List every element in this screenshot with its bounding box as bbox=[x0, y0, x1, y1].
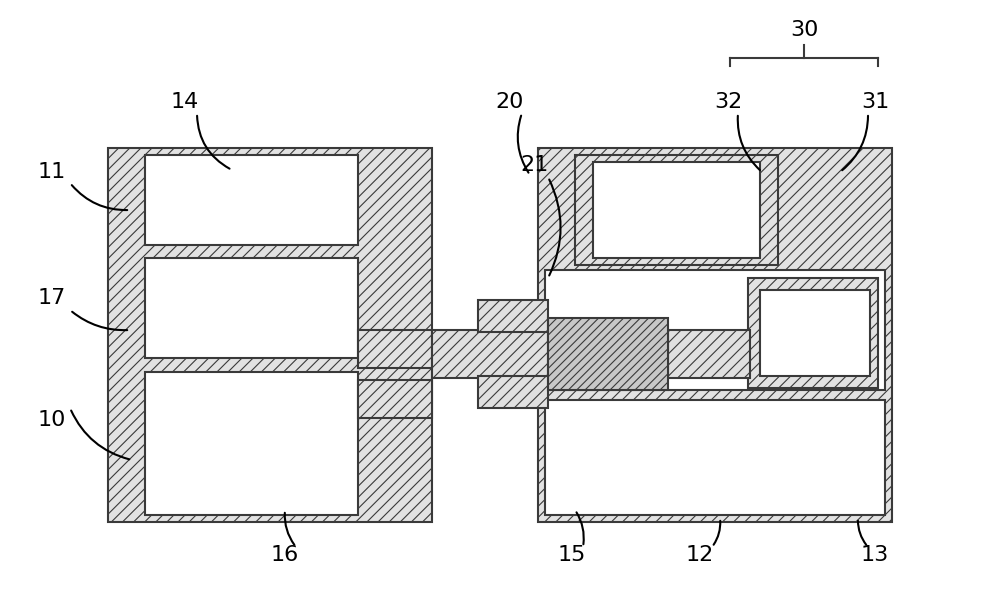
Bar bbox=[145, 372, 358, 515]
Text: 30: 30 bbox=[790, 20, 818, 40]
Text: 20: 20 bbox=[496, 92, 524, 112]
Text: 16: 16 bbox=[271, 545, 299, 565]
Bar bbox=[545, 400, 885, 515]
Text: 11: 11 bbox=[38, 162, 66, 182]
Bar bbox=[545, 270, 885, 390]
Text: 12: 12 bbox=[686, 545, 714, 565]
Bar bbox=[748, 278, 878, 388]
Text: 21: 21 bbox=[521, 155, 549, 175]
Bar bbox=[432, 330, 548, 378]
Bar bbox=[145, 258, 358, 358]
Bar bbox=[478, 376, 548, 408]
Text: 31: 31 bbox=[861, 92, 889, 112]
Bar bbox=[668, 330, 750, 378]
Bar bbox=[593, 162, 760, 258]
Bar bbox=[575, 155, 778, 265]
Bar bbox=[478, 300, 548, 332]
Bar bbox=[538, 148, 892, 522]
Text: 32: 32 bbox=[714, 92, 742, 112]
Bar bbox=[760, 290, 870, 376]
Text: 17: 17 bbox=[38, 288, 66, 308]
Text: 14: 14 bbox=[171, 92, 199, 112]
Bar bbox=[358, 330, 432, 368]
Text: 13: 13 bbox=[861, 545, 889, 565]
Bar bbox=[358, 380, 432, 418]
Text: 15: 15 bbox=[558, 545, 586, 565]
Bar bbox=[145, 155, 358, 245]
Text: 10: 10 bbox=[38, 410, 66, 430]
Bar bbox=[548, 318, 668, 390]
Bar bbox=[108, 148, 432, 522]
